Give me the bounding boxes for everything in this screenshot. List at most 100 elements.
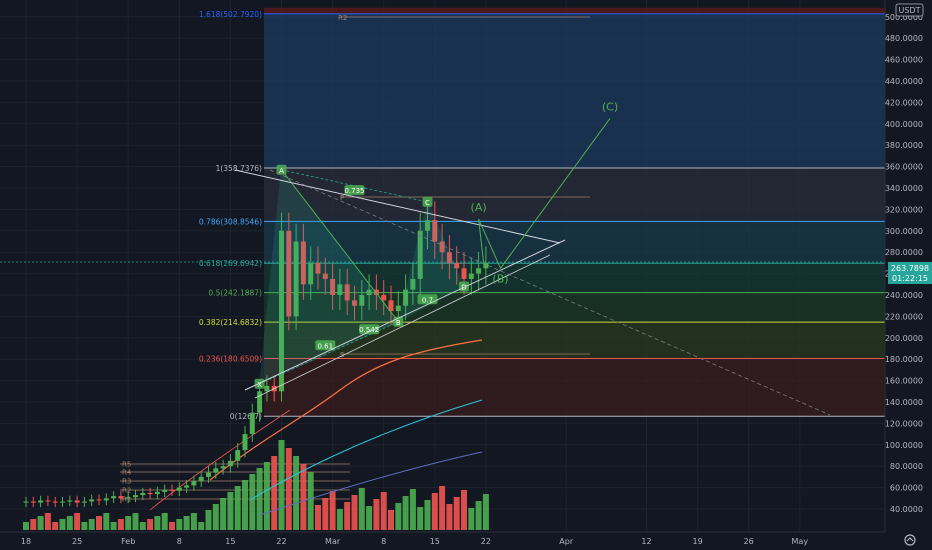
volume-bar [344, 502, 351, 530]
volume-bar [198, 522, 205, 530]
volume-bar [446, 504, 453, 530]
price-tick-label: 60.0000 [890, 484, 923, 493]
price-tick-label: 120.0000 [885, 419, 923, 428]
fib-zone-top [264, 7, 885, 14]
volume-bar [169, 522, 175, 530]
volume-bar [249, 474, 256, 530]
price-tick-label: 420.0000 [885, 98, 923, 107]
volume-bar [227, 492, 234, 530]
ratio-label: 0.61 [318, 342, 334, 350]
time-tick-label: 15 [430, 537, 440, 546]
ma-cyan [249, 399, 483, 501]
price-tick-label: 200.0000 [885, 334, 923, 343]
fib-level-label: 1.618(502.7920) [199, 10, 262, 19]
price-tick-label: 100.0000 [885, 441, 923, 450]
pattern-point-label: A [279, 167, 284, 175]
volume-bar [161, 513, 168, 530]
candle-body [74, 500, 80, 503]
candle-body [184, 485, 190, 488]
candle-body [432, 220, 438, 242]
fib-level-label: 0(126.7) [230, 412, 262, 421]
candlesticks [23, 201, 489, 508]
ma-blue [259, 451, 483, 516]
volume-bar [453, 497, 460, 530]
volume-bar [300, 464, 307, 530]
pivot-label: R3 [122, 478, 131, 486]
volume-bar [88, 519, 95, 530]
time-axis[interactable]: 18 25 Feb 8 15 22 Mar 8 15 22 Apr 12 19 26 May [0, 531, 885, 546]
pattern-leg [281, 169, 399, 323]
upper-trendline [234, 169, 561, 244]
settings-button[interactable] [904, 534, 916, 546]
volume-bar [351, 495, 358, 530]
price-tick-label: 300.0000 [885, 227, 923, 236]
price-tick-label: 320.0000 [885, 205, 923, 214]
fib-level-label: 0.5(242.1887) [208, 289, 262, 298]
pivot-label: R4 [122, 469, 132, 477]
candle-body [220, 466, 226, 469]
price-tick-label: 400.0000 [885, 120, 923, 129]
volume-bar [461, 490, 467, 530]
volume-bar [212, 504, 219, 530]
pattern-point-label: X [257, 381, 262, 389]
candle-body [403, 289, 409, 306]
ratio-label: 0.735 [344, 187, 364, 195]
volume-bar [183, 516, 190, 530]
volume-bar [409, 489, 416, 530]
fib-zone [264, 221, 885, 264]
ma-red [149, 409, 291, 511]
ratio-badge [359, 324, 380, 335]
candle-body [191, 481, 197, 486]
candle-body [23, 501, 29, 503]
time-tick-label: Apr [559, 537, 574, 546]
volume-bar [139, 522, 146, 530]
candle-body [417, 230, 423, 279]
volume-bar [315, 505, 321, 530]
candle-body [162, 489, 168, 492]
wave-path [478, 118, 611, 270]
fib-zone [264, 292, 885, 323]
ratio-badge [344, 185, 365, 196]
fib-level-label: 0.786(308.8546) [199, 217, 262, 226]
volume-bar [285, 448, 292, 530]
fib-zone [264, 13, 885, 168]
ratio-label: 0.542 [359, 326, 379, 334]
volume-bar [402, 496, 409, 530]
price-tick-label: 220.0000 [885, 312, 923, 321]
fib-level-label: 0.382(214.6832) [199, 318, 262, 327]
candle-body [352, 300, 357, 306]
volume-bar [96, 516, 102, 530]
candle-body [81, 501, 87, 503]
currency-badge[interactable]: USDT [895, 3, 924, 17]
candle-body [52, 501, 58, 503]
price-tick-label: 160.0000 [885, 377, 923, 386]
candle-body [264, 385, 270, 392]
volume-bar [322, 498, 329, 530]
candle-body [154, 491, 160, 495]
time-tick-label: 22 [276, 537, 286, 546]
candle-body [366, 289, 372, 295]
volume-bar [417, 507, 424, 530]
volume-bar [220, 498, 227, 530]
volume-bar [388, 510, 394, 530]
currency-label: USDT [899, 6, 921, 15]
volume-bar [424, 500, 431, 530]
wave-label: (A) [471, 201, 487, 214]
pattern-point-label: C [425, 199, 430, 207]
pattern-point-badge [254, 378, 265, 389]
price-tick-label: 480.0000 [885, 34, 923, 43]
candle-body [293, 241, 299, 317]
candle-body [242, 434, 248, 451]
candle-body [257, 391, 263, 413]
volume-bar [482, 494, 489, 530]
fibonacci-retracement[interactable]: 1.618(502.7920) 1(358.7376) 0.786(308.8546… [0, 7, 885, 421]
volume-bar [23, 522, 29, 530]
time-tick-label: 18 [21, 537, 31, 546]
volume-bar [278, 440, 285, 530]
candle-body [395, 305, 401, 312]
candle-body [30, 501, 36, 503]
volume-bar [66, 516, 73, 530]
volume-bar [147, 519, 154, 530]
